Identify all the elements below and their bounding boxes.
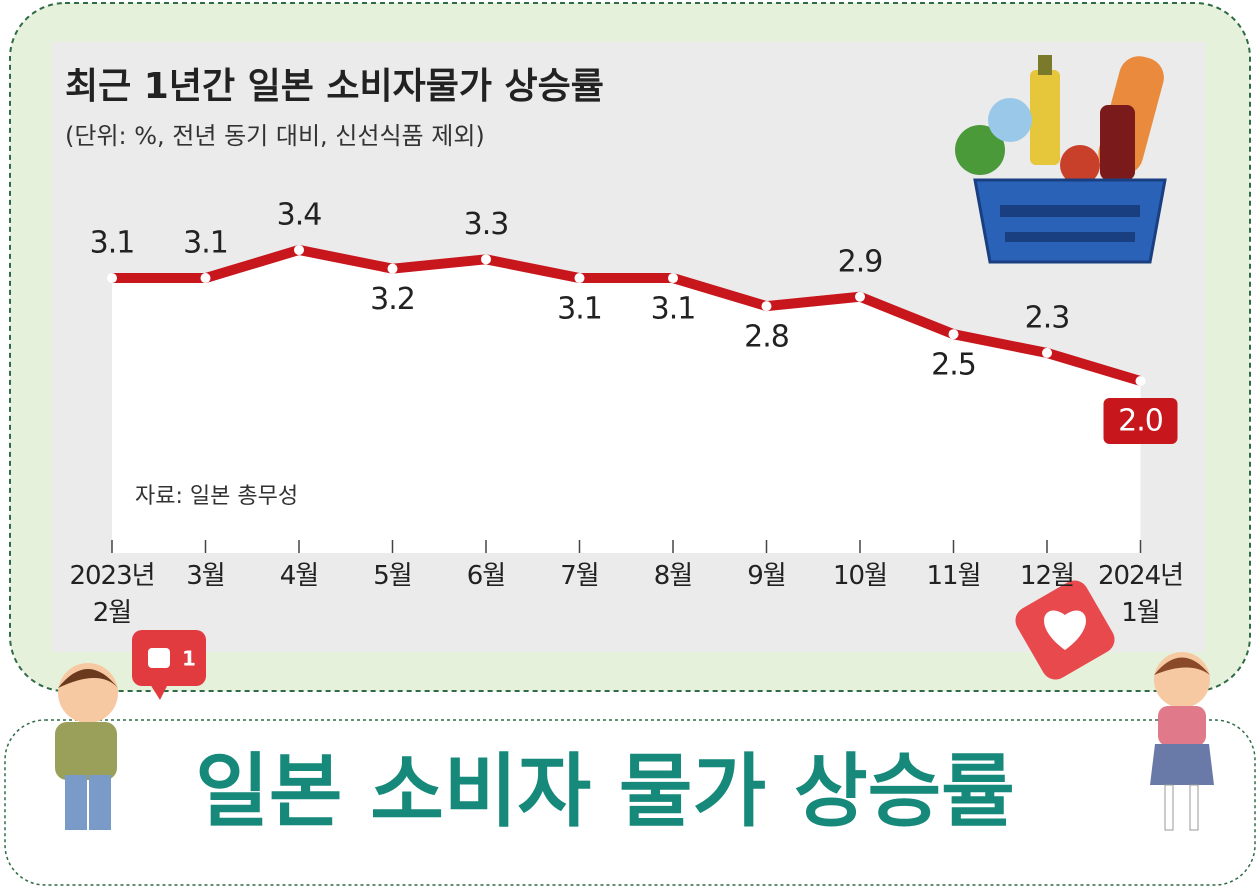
x-tick-label: 2024년 1월 (1097, 561, 1184, 628)
line (112, 244, 1142, 386)
value-label: 3.1 (557, 292, 602, 327)
source-note: 자료: 일본 총무성 (135, 484, 298, 509)
point (948, 329, 959, 340)
x-tick-label: 8월 (653, 561, 693, 591)
point (1042, 347, 1052, 358)
x-tick-label: 9월 (747, 561, 786, 591)
girl-illustration (1150, 652, 1214, 831)
chart-subtitle: (단위: %, 전년 동기 대비, 신선식품 제외) (65, 122, 485, 150)
value-label: 2.9 (838, 244, 883, 279)
area-fill (112, 249, 1141, 553)
chart-title: 최근 1년간 일본 소비자물가 상승률 (65, 66, 604, 107)
point (107, 273, 117, 284)
like-count: 1 (182, 647, 196, 671)
heart-bubble (1015, 580, 1115, 680)
x-tick-label: 11월 (926, 561, 981, 591)
like-bubble: 1 (132, 630, 206, 700)
value-label: 2.8 (744, 320, 789, 355)
value-label: 3.4 (277, 197, 322, 232)
value-label: 3.1 (651, 292, 696, 327)
point (481, 254, 491, 265)
value-label: 3.2 (370, 282, 415, 317)
point (668, 273, 678, 284)
x-tick-label: 6월 (466, 561, 506, 591)
point (761, 301, 772, 312)
banner-title: 일본 소비자 물가 상승률 (195, 745, 1015, 838)
x-tick-label: 3월 (186, 561, 225, 591)
point (294, 244, 304, 255)
point (200, 273, 211, 284)
x-tick-label: 5월 (373, 561, 412, 591)
boy-illustration (55, 663, 118, 830)
value-label: 3.3 (464, 207, 509, 242)
point (387, 263, 398, 274)
highlight-box (1103, 398, 1178, 444)
basket-illustration (955, 55, 1167, 264)
x-tick-label: 2023년 2월 (69, 561, 155, 628)
value-label: 3.1 (90, 226, 135, 261)
value-label: 2.3 (1025, 300, 1070, 335)
value-label: 2.5 (931, 348, 976, 383)
point (855, 291, 865, 302)
point (1135, 376, 1146, 386)
x-tick-label: 7월 (560, 561, 599, 591)
value-label: 2.0 (1118, 404, 1163, 439)
point (574, 273, 585, 284)
x-tick-label: 4월 (279, 561, 319, 591)
x-tick-label: 10월 (832, 561, 888, 591)
banner-frame (4, 719, 1256, 886)
value-label: 3.1 (183, 226, 228, 261)
x-tick-label: 12월 (1019, 561, 1075, 591)
